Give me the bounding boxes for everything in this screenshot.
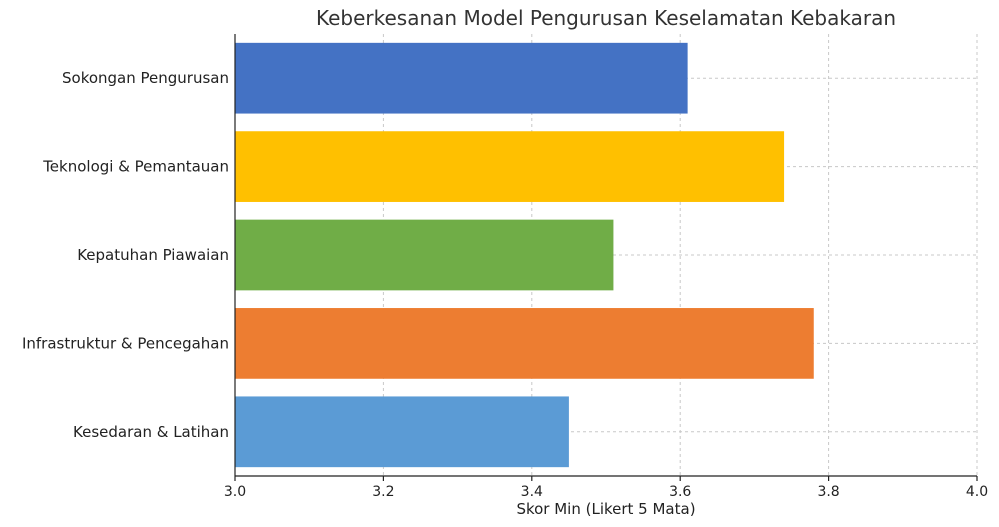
bar [235, 219, 614, 291]
bars [235, 42, 814, 468]
bar [235, 131, 785, 202]
x-tick-label: 3.8 [817, 484, 839, 500]
x-tick-label: 3.0 [224, 484, 246, 500]
x-axis-title: Skor Min (Likert 5 Mata) [516, 500, 695, 518]
bar [235, 396, 569, 468]
x-tick-label: 3.6 [669, 484, 691, 500]
category-label: Teknologi & Pemantauan [42, 158, 229, 176]
x-tick-label: 4.0 [966, 484, 988, 500]
bar [235, 308, 814, 379]
category-label: Infrastruktur & Pencegahan [22, 334, 229, 352]
x-tick-label: 3.2 [372, 484, 394, 500]
x-tick-label: 3.4 [521, 484, 543, 500]
category-labels: Sokongan Pengurusan Teknologi & Pemantaua… [22, 69, 229, 441]
category-label: Sokongan Pengurusan [62, 69, 229, 87]
category-label: Kesedaran & Latihan [73, 423, 229, 441]
axes [234, 34, 978, 481]
bar [235, 42, 688, 114]
chart-title: Keberkesanan Model Pengurusan Keselamata… [316, 6, 896, 30]
category-label: Kepatuhan Piawaian [77, 246, 229, 264]
x-tick-labels: 3.0 3.2 3.4 3.6 3.8 4.0 [224, 484, 988, 500]
